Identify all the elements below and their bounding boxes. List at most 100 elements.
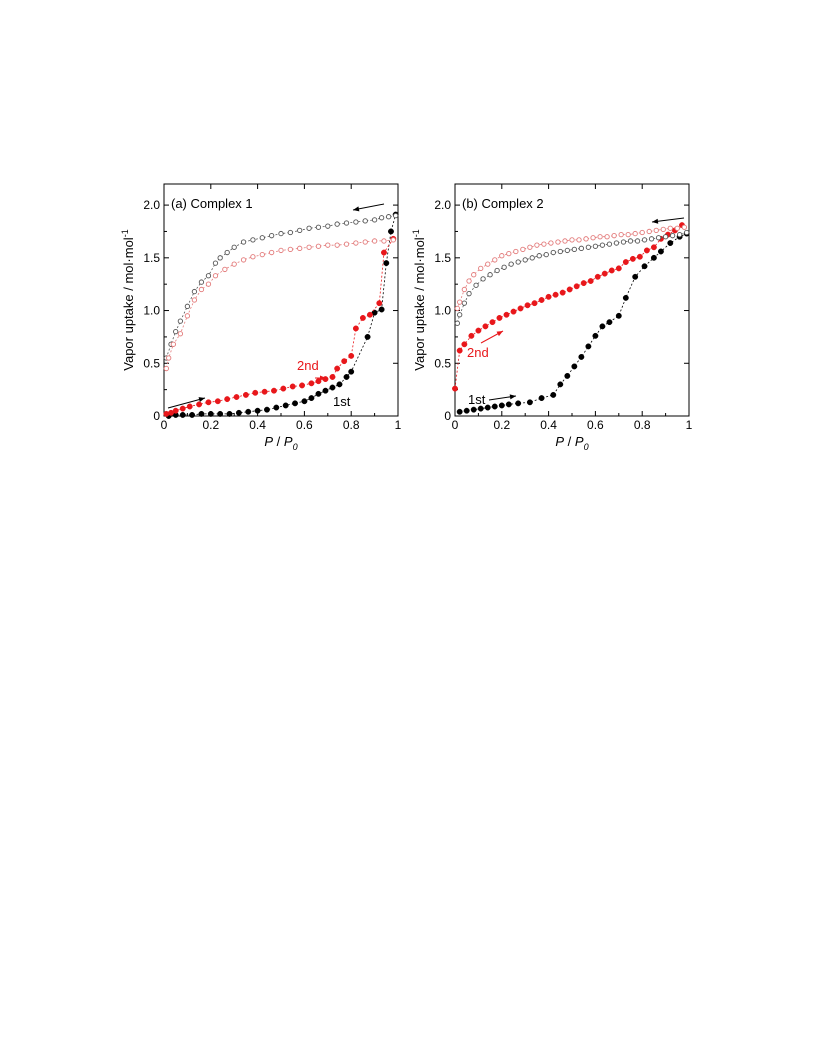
data-point-1st [282,402,289,409]
direction-arrowhead [496,331,503,337]
data-point-1st-desorption [371,217,378,223]
data-point-1st-desorption [325,223,331,229]
data-point-1st [348,368,355,375]
data-point-2nd-desorption [569,237,575,243]
data-point-1st-desorption [457,312,463,318]
data-point-1st-desorption [564,247,570,254]
direction-arrowhead [652,218,659,224]
data-point-1st [254,407,261,414]
data-point-1st [526,399,533,406]
data-point-1st [189,411,196,418]
data-point-1st-desorption [378,215,385,221]
data-point-1st-desorption [454,320,460,326]
data-point-1st [383,260,390,267]
data-point-2nd-desorption [541,241,547,247]
chart-title: (a) Complex 1 [171,196,253,211]
data-point-1st-desorption [205,273,212,279]
data-point-1st [470,406,477,413]
data-point-2nd-desorption [457,299,463,305]
data-point-1st [336,381,343,388]
data-point-2nd [289,383,296,390]
data-point-1st [456,408,463,415]
data-point-2nd [214,398,221,405]
series-line-2nd-desorption [165,239,394,369]
data-point-1st-desorption [669,233,676,239]
data-point-1st [550,391,557,398]
data-point-2nd [348,352,355,359]
data-point-2nd [503,311,510,318]
data-point-2nd-desorption [381,238,387,244]
data-point-1st [592,332,599,339]
data-point-1st-desorption [353,219,359,225]
data-point-2nd [461,341,468,348]
data-point-2nd-desorption [681,224,687,230]
x-axis-label: P / P0 [264,434,297,452]
data-point-2nd [352,325,359,332]
data-point-1st-desorption [231,244,237,250]
data-point-1st-desorption [250,237,256,243]
data-point-2nd [643,247,650,254]
data-point-2nd [205,399,212,406]
data-point-1st [538,395,545,402]
data-point-2nd [531,300,538,307]
data-point-2nd [510,308,517,315]
data-point-2nd [280,385,287,392]
x-tick-label: 0.2 [493,418,510,432]
y-tick-label: 0.5 [434,356,451,370]
data-point-2nd [636,253,643,260]
data-point-1st [505,401,512,408]
data-point-1st [315,390,322,397]
data-point-2nd-desorption [499,253,505,259]
data-point-1st-desorption [173,328,179,335]
data-point-2nd-desorption [632,230,638,237]
data-point-1st-desorption [268,233,275,239]
chart-title: (b) Complex 2 [462,196,544,211]
data-point-2nd [489,319,496,326]
data-point-1st-desorption [655,235,662,241]
series-line-1st [168,214,397,417]
data-point-2nd-desorption [555,239,561,245]
data-point-1st-desorption [287,229,294,236]
data-point-1st-desorption [212,260,219,266]
data-point-2nd-desorption [625,231,631,238]
data-point-1st [491,403,498,410]
data-point-1st [632,273,639,280]
data-point-1st-desorption [599,242,606,248]
data-point-1st-desorption [536,253,542,259]
data-point-2nd-desorption [334,242,340,248]
data-point-1st [515,400,522,407]
annotation-1st: 1st [468,392,486,407]
data-point-1st [484,404,491,411]
annotation-1st: 1st [333,394,351,409]
data-point-2nd-desorption [240,257,247,263]
data-point-2nd [629,255,636,262]
data-point-2nd [261,388,268,395]
series-line-1st-desorption [165,215,396,359]
data-point-1st-desorption [662,234,669,240]
data-point-1st [578,353,585,360]
data-point-1st-desorption [466,291,472,297]
data-point-2nd [366,311,373,318]
data-point-2nd [468,332,475,339]
data-point-2nd [552,291,559,298]
data-point-1st [207,410,214,417]
series-line-2nd [166,238,394,415]
data-point-2nd-desorption [466,278,472,284]
data-point-2nd-desorption [259,252,265,258]
data-point-1st-desorption [191,288,198,295]
data-point-1st-desorption [184,303,191,309]
data-point-2nd-desorption [653,227,659,234]
data-point-2nd-desorption [163,365,169,372]
y-tick-label: 2.0 [434,198,451,212]
x-tick-label: 1 [395,418,402,432]
data-point-2nd-desorption [492,257,498,263]
data-point-1st-desorption [508,261,514,267]
data-point-1st-desorption [515,259,521,265]
data-point-1st-desorption [362,218,368,224]
data-point-1st [322,387,329,394]
data-point-1st-desorption [578,245,585,251]
y-tick-label: 0 [153,409,160,423]
data-point-2nd [196,401,203,408]
data-point-2nd [359,314,366,321]
